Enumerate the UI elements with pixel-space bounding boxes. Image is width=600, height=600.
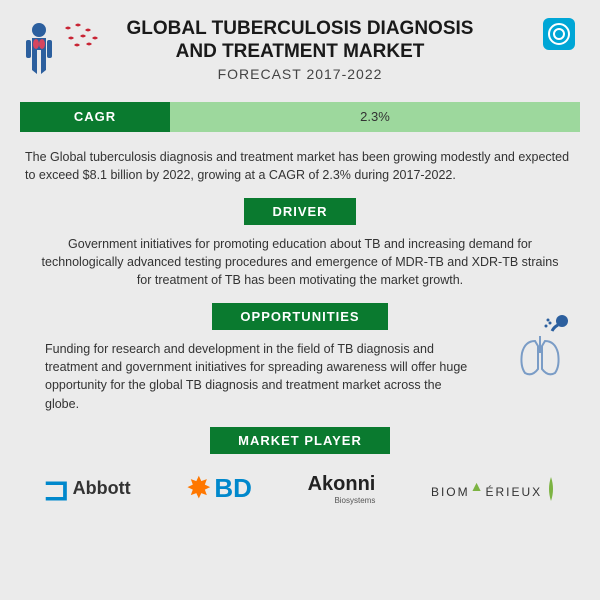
bd-logo: ✸ BD [186,471,252,506]
abbott-logo: ⊐ Abbott [43,470,131,508]
biomerieux-leaf-icon [545,475,557,503]
lungs-cough-icon [510,311,580,386]
market-player-label-wrap: MARKET PLAYER [0,427,600,454]
akonni-sub: Biosystems [308,496,376,505]
akonni-main: Akonni [308,473,376,495]
title-line2: AND TREATMENT MARKET [20,41,580,64]
title-line1: GLOBAL TUBERCULOSIS DIAGNOSIS [20,18,580,41]
bd-text: BD [214,473,252,504]
brand-logo-icon [543,18,575,50]
virus-icon [60,20,102,57]
header: GLOBAL TUBERCULOSIS DIAGNOSIS AND TREATM… [0,0,600,90]
cagr-bar: CAGR 2.3% [20,102,580,132]
opportunities-label: OPPORTUNITIES [212,303,387,330]
bd-star-icon: ✸ [186,471,211,506]
intro-text: The Global tuberculosis diagnosis and tr… [0,142,600,194]
person-lungs-icon [20,22,58,82]
biomerieux-text: BIOM▲ÉRIEUX [431,478,542,499]
abbott-icon: ⊐ [43,470,70,508]
market-player-label: MARKET PLAYER [210,427,390,454]
akonni-logo: Akonni Biosystems [308,473,376,505]
cagr-value: 2.3% [170,102,580,132]
opportunities-text: Funding for research and development in … [20,334,502,423]
cagr-label: CAGR [20,102,170,132]
subtitle: FORECAST 2017-2022 [20,66,580,82]
abbott-text: Abbott [73,478,131,499]
logos-row: ⊐ Abbott ✸ BD Akonni Biosystems BIOM▲ÉRI… [0,458,600,516]
driver-text: Government initiatives for promoting edu… [0,229,600,299]
driver-label: DRIVER [244,198,355,225]
driver-label-wrap: DRIVER [0,198,600,225]
opportunities-row: Funding for research and development in … [0,334,600,423]
biomerieux-logo: BIOM▲ÉRIEUX [431,475,557,503]
